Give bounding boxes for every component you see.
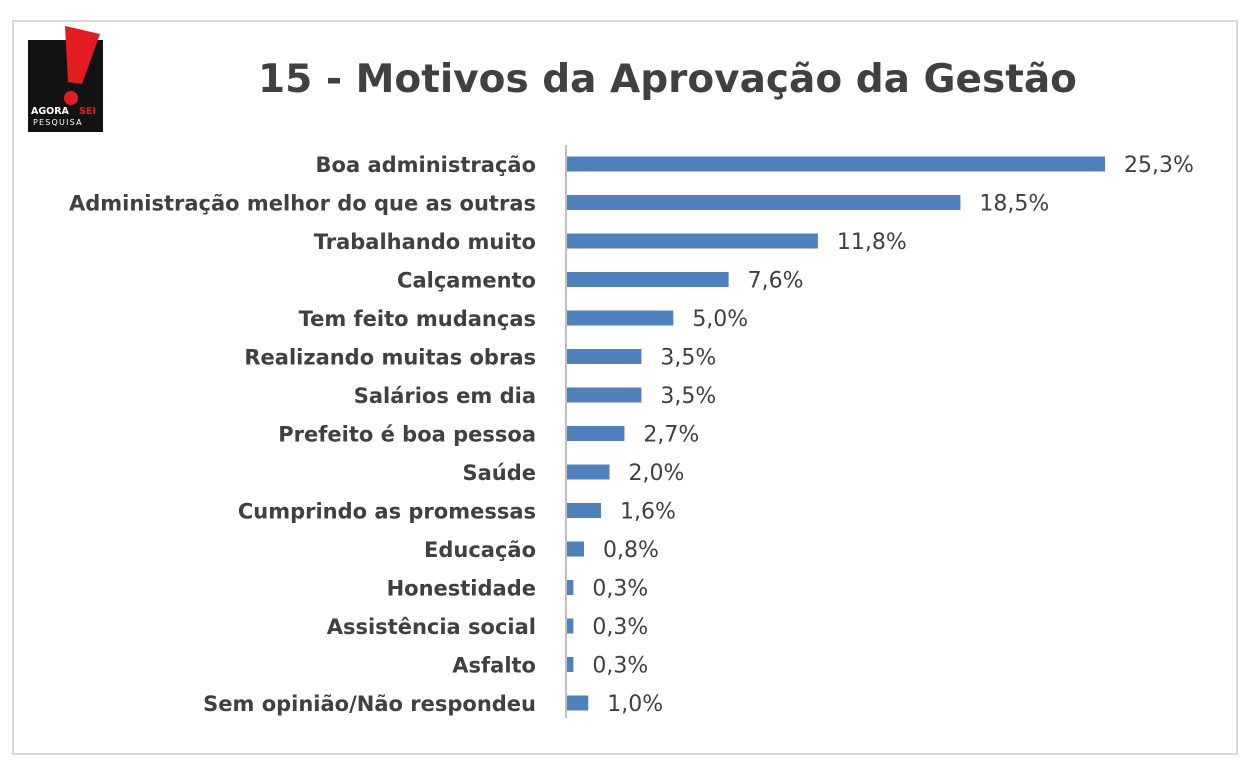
- category-label: Tem feito mudanças: [299, 307, 536, 331]
- category-label: Trabalhando muito: [314, 230, 536, 254]
- bar: [567, 272, 729, 287]
- logo-brand-sub: PESQUISA: [33, 118, 83, 127]
- data-label: 25,3%: [1124, 153, 1194, 178]
- bar: [567, 541, 585, 557]
- bar: [567, 387, 642, 403]
- data-label: 18,5%: [979, 192, 1049, 217]
- bar: [567, 580, 574, 595]
- category-label: Saúde: [462, 461, 536, 485]
- data-label: 1,0%: [607, 692, 663, 717]
- logo-brand-accent: SEI: [79, 106, 96, 117]
- bar: [567, 618, 574, 634]
- bar: [567, 310, 674, 326]
- logo-brand-primary: AGORA: [31, 106, 70, 117]
- data-label: 2,0%: [629, 461, 685, 486]
- category-label: Boa administração: [316, 153, 536, 177]
- data-label: 11,8%: [837, 230, 907, 255]
- category-label: Salários em dia: [354, 384, 536, 408]
- category-label: Administração melhor do que as outras: [69, 192, 536, 216]
- bar: [567, 657, 574, 672]
- category-label: Prefeito é boa pessoa: [278, 423, 536, 447]
- data-label: 7,6%: [748, 269, 804, 294]
- data-label: 5,0%: [692, 307, 748, 332]
- data-label: 3,5%: [660, 346, 716, 371]
- data-label: 1,6%: [620, 500, 676, 525]
- bar: [567, 503, 602, 518]
- bar: [567, 695, 589, 711]
- bar: [567, 195, 961, 210]
- agora-sei-logo: AGORA SEI PESQUISA: [28, 26, 103, 132]
- data-label: 3,5%: [660, 384, 716, 409]
- data-label: 2,7%: [643, 423, 699, 448]
- chart-title: 15 - Motivos da Aprovação da Gestão: [258, 57, 1077, 102]
- category-label: Realizando muitas obras: [244, 346, 536, 370]
- category-label: Sem opinião/Não respondeu: [203, 692, 536, 716]
- category-label: Asfalto: [452, 654, 536, 678]
- category-label: Honestidade: [387, 577, 536, 601]
- data-label: 0,3%: [592, 577, 648, 602]
- data-label: 0,8%: [603, 538, 659, 563]
- category-label: Assistência social: [327, 615, 536, 639]
- category-label: Cumprindo as promessas: [238, 500, 536, 524]
- data-label: 0,3%: [592, 615, 648, 640]
- bar: [567, 349, 642, 364]
- bar: [567, 233, 818, 249]
- category-label: Calçamento: [397, 269, 536, 293]
- category-label: Educação: [424, 538, 536, 562]
- data-label: 0,3%: [592, 654, 648, 679]
- bar: [567, 426, 625, 441]
- bar: [567, 156, 1105, 172]
- bar: [567, 464, 610, 480]
